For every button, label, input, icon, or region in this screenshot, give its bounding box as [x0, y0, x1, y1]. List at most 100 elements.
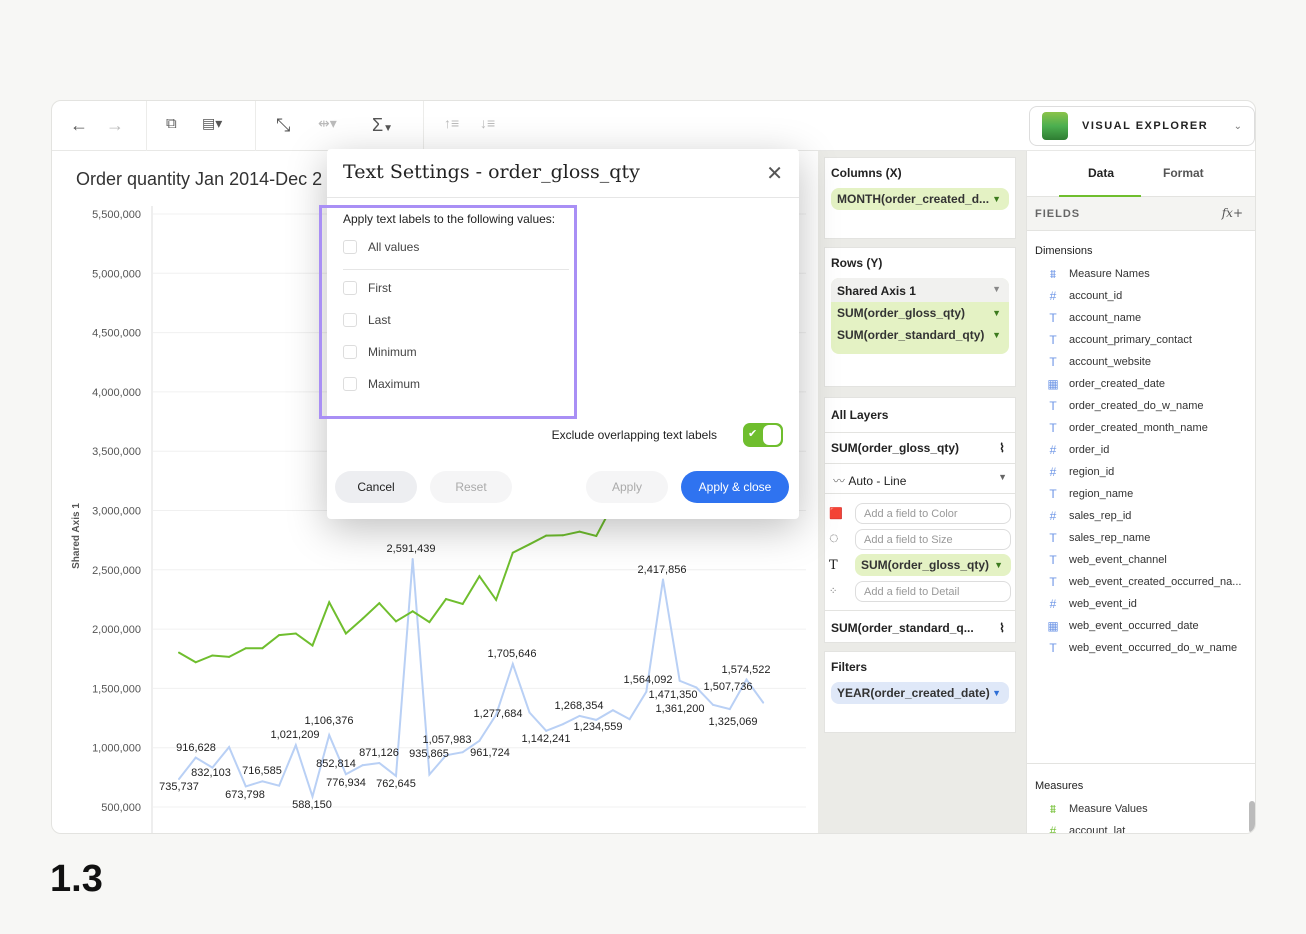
data-point — [244, 785, 247, 788]
sort-descending-icon[interactable]: ↓≡ — [480, 115, 496, 131]
data-point — [561, 534, 564, 537]
layer-gloss[interactable]: SUM(order_gloss_qty) ⌇ — [825, 433, 1015, 464]
text-icon: T — [1049, 399, 1057, 413]
field-item[interactable]: ▦ web_event_occurred_date — [1027, 615, 1255, 637]
data-label: 776,934 — [326, 777, 366, 789]
color-field-drop[interactable]: Add a field to Color — [855, 502, 1011, 524]
field-item[interactable]: # order_id — [1027, 439, 1255, 461]
detail-field-drop[interactable]: Add a field to Detail — [855, 580, 1011, 602]
columns-pill[interactable]: MONTH(order_created_d... ▼ — [831, 188, 1009, 210]
checkbox-icon[interactable] — [343, 281, 357, 295]
data-label: 1,277,684 — [474, 708, 523, 720]
layer-label: SUM(order_gloss_qty) — [831, 441, 960, 455]
tab-data[interactable]: Data — [1088, 166, 1115, 180]
checkbox-icon[interactable] — [343, 377, 357, 391]
apply-close-button[interactable]: Apply & close — [681, 471, 789, 503]
field-name: sales_rep_name — [1069, 532, 1151, 544]
data-point — [194, 661, 197, 664]
field-item[interactable]: # sales_rep_id — [1027, 505, 1255, 527]
option-checkbox[interactable]: All values — [343, 240, 419, 254]
option-checkbox[interactable]: Last — [343, 313, 391, 327]
field-item[interactable]: # web_event_id — [1027, 593, 1255, 615]
highlight-box — [319, 205, 577, 419]
data-point — [728, 708, 731, 711]
data-point — [578, 714, 581, 717]
mark-type-label: Auto - Line — [848, 474, 907, 488]
swap-axes-icon[interactable]: ⤡ — [276, 115, 291, 135]
mark-type-select[interactable]: 〰 Auto - Line ▼ — [825, 464, 1015, 494]
detail-icon[interactable]: ⁘ — [829, 585, 838, 597]
data-point — [261, 647, 264, 650]
arrow-right-icon[interactable]: → — [106, 115, 124, 135]
number-icon: # — [1049, 443, 1057, 457]
option-checkbox[interactable]: Maximum — [343, 377, 420, 391]
color-palette-icon[interactable]: 🟥 — [829, 507, 843, 520]
data-label: 1,057,983 — [423, 734, 472, 746]
data-point — [712, 703, 715, 706]
checkbox-icon[interactable] — [343, 313, 357, 327]
data-point — [211, 654, 214, 657]
text-icon[interactable]: T — [829, 557, 838, 573]
clear-chart-icon[interactable]: ▤▾ — [202, 115, 223, 131]
data-label: 961,724 — [470, 747, 510, 759]
field-item[interactable]: ⩩ Measure Values — [1027, 798, 1255, 820]
filters-shelf: Filters YEAR(order_created_date) ▼ — [824, 651, 1016, 733]
shared-axis-header[interactable]: Shared Axis 1 ▼ — [831, 278, 1009, 302]
data-point — [528, 543, 531, 546]
data-label: 1,705,646 — [488, 648, 537, 660]
checkbox-icon[interactable] — [343, 240, 357, 254]
rows-pill-gloss[interactable]: SUM(order_gloss_qty) ▼ — [831, 302, 1009, 324]
text-icon: T — [1049, 553, 1057, 567]
tab-format[interactable]: Format — [1163, 166, 1204, 180]
aggregate-sigma-icon[interactable]: Σ▼ — [372, 115, 394, 135]
add-sheet-icon[interactable]: ⧉ — [166, 115, 177, 132]
add-formula-icon[interactable]: fx+ — [1221, 206, 1243, 220]
size-icon[interactable]: ◌ — [829, 530, 839, 547]
data-label: 852,814 — [316, 758, 356, 770]
apply-button[interactable]: Apply — [586, 471, 668, 503]
scrollbar[interactable] — [1249, 801, 1255, 833]
y-axis-title: Shared Axis 1 — [71, 503, 82, 569]
sort-ascending-icon[interactable]: ↑≡ — [444, 115, 460, 131]
option-checkbox[interactable]: Minimum — [343, 345, 417, 359]
filter-pill[interactable]: YEAR(order_created_date) ▼ — [831, 682, 1009, 704]
fit-width-icon[interactable]: ⇹▾ — [318, 115, 337, 131]
field-item[interactable]: # region_id — [1027, 461, 1255, 483]
field-item[interactable]: # account_lat — [1027, 820, 1255, 833]
checkbox-icon[interactable] — [343, 345, 357, 359]
layer-standard[interactable]: SUM(order_standard_q... ⌇ — [825, 610, 1015, 645]
field-item[interactable]: ▦ order_created_date — [1027, 373, 1255, 395]
rows-pill-standard[interactable]: SUM(order_standard_qty) ▼ — [831, 324, 1009, 346]
reset-button[interactable]: Reset — [430, 471, 512, 503]
field-name: web_event_occurred_date — [1069, 620, 1199, 632]
text-icon: T — [1049, 531, 1057, 545]
field-item[interactable]: ⩩ Measure Names — [1027, 263, 1255, 285]
exclude-toggle[interactable]: ✔ — [743, 423, 783, 447]
layer-label: SUM(order_standard_q... — [831, 621, 974, 635]
field-item[interactable]: # account_id — [1027, 285, 1255, 307]
data-point — [311, 644, 314, 647]
field-name: order_id — [1069, 444, 1110, 456]
app-switcher[interactable]: VISUAL EXPLORER ⌄ — [1029, 106, 1255, 146]
option-checkbox[interactable]: First — [343, 281, 391, 295]
size-field-drop[interactable]: Add a field to Size — [855, 528, 1011, 550]
text-settings-dialog: Text Settings - order_gloss_qty ✕ Apply … — [319, 149, 799, 519]
visual-explorer-logo-icon — [1042, 112, 1068, 140]
pill-label: MONTH(order_created_d... — [837, 192, 990, 206]
text-field-pill[interactable]: SUM(order_gloss_qty) ▼ — [855, 554, 1011, 576]
cancel-button[interactable]: Cancel — [335, 471, 417, 503]
arrow-left-icon[interactable]: ← — [70, 115, 88, 135]
option-label: All values — [368, 240, 420, 254]
close-icon[interactable]: ✕ — [766, 163, 783, 185]
option-label: First — [368, 281, 392, 295]
